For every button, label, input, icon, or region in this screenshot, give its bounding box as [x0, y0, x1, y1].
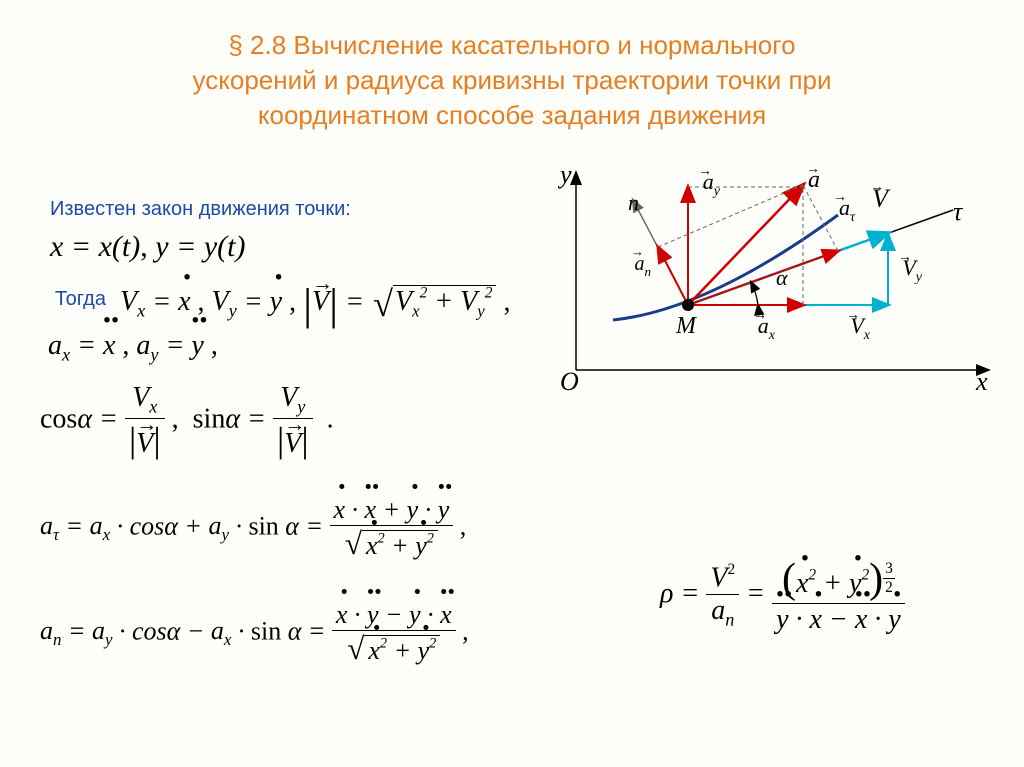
label-M: M — [675, 313, 698, 339]
label-an: an→ — [631, 244, 651, 279]
label-tau: τ — [953, 197, 964, 226]
label-a: a→ — [806, 165, 820, 193]
vector-diagram: y x O a→ ay→ aτ→ V→ τ n an→ α Vy→ M ax→ … — [558, 165, 998, 400]
dash — [658, 185, 803, 247]
title-l1: § 2.8 Вычисление касательного и нормальн… — [228, 30, 795, 60]
label-V: V→ — [870, 180, 891, 213]
label-Vx: Vx→ — [846, 308, 871, 343]
eq-rho: ρ = V2 an = (x2 + y2)32 y · x − x · y — [660, 555, 905, 636]
eq-cos-sin-alpha: cosα = Vx |V| , sinα = Vy |V| . — [40, 382, 334, 461]
eq-a-tau: aτ = ax · cosα + ay · sin α = x · x + y … — [40, 495, 466, 562]
then-label: Тогда — [55, 288, 106, 311]
title-l2: ускорений и радиуса кривизны траектории … — [192, 65, 831, 95]
eq-a-n: an = ay · cosα − ax · sin α = x · y − y … — [40, 600, 469, 667]
eq-velocity-components: Vx = x , Vy = y , |V| = √Vx2 + Vy2 , — [120, 278, 510, 330]
label-Vy: Vy→ — [898, 250, 923, 285]
label-ax: ax→ — [753, 308, 776, 343]
alpha-arc — [751, 282, 758, 305]
label-at: aτ→ — [833, 190, 856, 225]
known-law-label: Известен закон движения точки: — [50, 198, 351, 221]
label-x: x — [975, 367, 988, 396]
label-n: n — [628, 190, 639, 215]
vector-a-tau — [688, 251, 838, 305]
section-title: § 2.8 Вычисление касательного и нормальн… — [0, 0, 1024, 133]
eq-accel-components: ax = x , ay = y , — [48, 330, 218, 366]
label-alpha: α — [776, 265, 788, 290]
eq-motion-law: x = x(t), y = y(t) — [50, 230, 246, 264]
title-l3: координатном способе задания движения — [258, 100, 766, 130]
vector-a-n — [658, 247, 688, 305]
point-M — [682, 299, 694, 311]
label-O: O — [560, 367, 579, 396]
label-ay: ay→ — [698, 165, 721, 199]
label-y: y — [558, 165, 572, 189]
